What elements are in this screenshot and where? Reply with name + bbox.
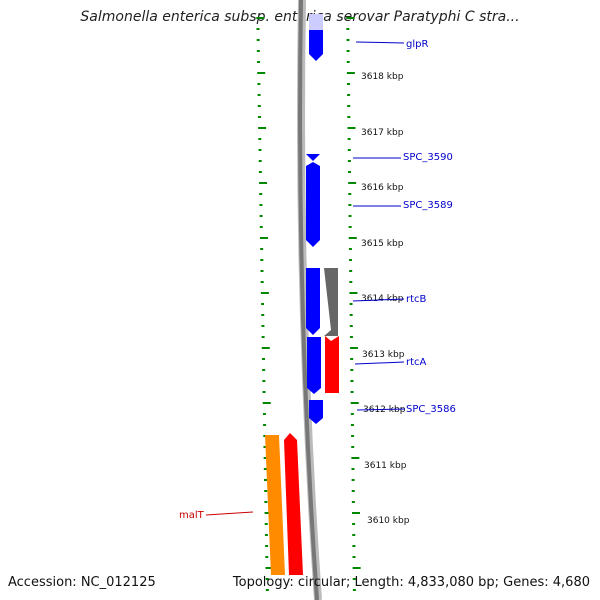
- gene-label-rtcA: rtcA: [406, 357, 427, 368]
- gene-label-SPC_3589: SPC_3589: [403, 200, 453, 211]
- feature-orange: [265, 435, 285, 575]
- feature-rtcA: [307, 337, 321, 394]
- gene-label-malT: malT: [179, 510, 205, 521]
- gene-labels: glpR SPC_3590 SPC_3589 rtcB rtcA SPC_358…: [179, 39, 456, 521]
- feature-red-malT: [284, 433, 303, 575]
- feature-top-light: [309, 14, 323, 30]
- ruler-labels: 3618 kbp 3617 kbp 3616 kbp 3615 kbp 3614…: [361, 72, 410, 526]
- leader-rtcB: [352, 298, 405, 302]
- leader-malT: [205, 511, 254, 516]
- ruler-label: 3613 kbp: [362, 350, 405, 360]
- leader-rtcA: [354, 361, 405, 365]
- gene-label-glpR: glpR: [406, 39, 428, 50]
- ruler-label: 3617 kbp: [361, 128, 404, 138]
- ruler-label: 3618 kbp: [361, 72, 404, 82]
- accession-text: Accession: NC_012125: [8, 575, 156, 590]
- features: [265, 14, 339, 575]
- gene-label-SPC_3590: SPC_3590: [403, 152, 453, 163]
- ruler-label: 3614 kbp: [361, 294, 404, 304]
- feature-SPC_3590: [306, 154, 320, 161]
- feature-rtcB: [306, 268, 320, 335]
- right-tick-column: [346, 17, 361, 591]
- topology-summary: Topology: circular; Length: 4,833,080 bp…: [232, 575, 590, 590]
- ruler-label: 3616 kbp: [361, 183, 404, 193]
- gene-label-rtcB: rtcB: [406, 294, 427, 305]
- leader-SPC_3586: [356, 408, 406, 411]
- ruler-label: 3612 kbp: [363, 405, 406, 415]
- feature-SPC_3586: [309, 400, 323, 424]
- backbone-line: [298, 0, 319, 600]
- ruler-label: 3615 kbp: [361, 239, 404, 249]
- ruler-label: 3610 kbp: [367, 516, 410, 526]
- leader-glpR: [355, 41, 405, 44]
- left-tick-column: [256, 17, 274, 591]
- gene-label-SPC_3586: SPC_3586: [406, 404, 456, 415]
- ruler-label: 3611 kbp: [364, 461, 407, 471]
- leader-lines: [205, 41, 406, 516]
- feature-SPC_3589: [306, 162, 320, 247]
- feature-red-right: [325, 336, 339, 393]
- feature-gray: [324, 268, 338, 336]
